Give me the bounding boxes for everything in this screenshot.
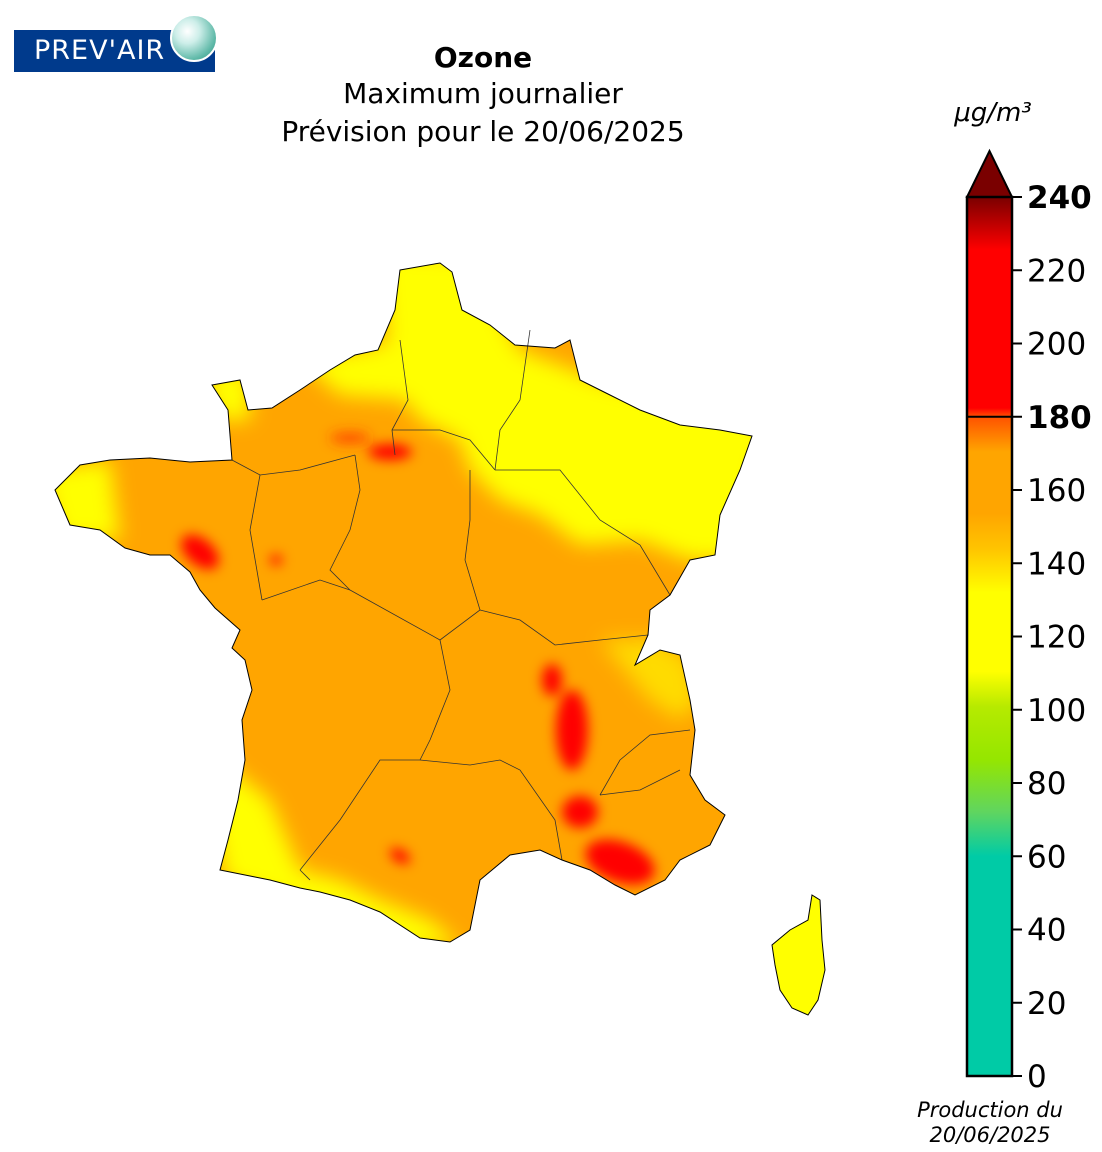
scale-tick-label: 80: [1027, 766, 1066, 802]
production-date: 20/06/2025: [929, 1123, 1051, 1147]
scale-tick-label: 20: [1027, 986, 1066, 1022]
scale-tick-label: 120: [1027, 620, 1086, 656]
production-label: Production du: [917, 1098, 1063, 1122]
scale-ticks: 0 20 40 60 80 100 120 140 160 180 200 220 240: [967, 180, 1092, 1095]
globe-icon: [170, 14, 218, 62]
corsica: [771, 894, 826, 1016]
scale-tick-label: 220: [1027, 253, 1086, 289]
prevair-logo: PREV'AIR: [14, 14, 218, 72]
map-subtitle: Maximum journalier: [343, 77, 623, 110]
map-title: Ozone: [433, 41, 533, 74]
scale-tick-label: 200: [1027, 327, 1086, 363]
unit-label: μg/m³: [954, 98, 1032, 128]
region-borders: [231, 329, 691, 881]
scale-tick-label: 140: [1027, 546, 1086, 582]
logo-text: PREV'AIR: [34, 35, 166, 66]
scale-tick-label: 160: [1027, 473, 1086, 509]
france-outline: [54, 262, 753, 943]
production-note: Production du 20/06/2025: [890, 1098, 1090, 1148]
color-scale-bar: [967, 197, 1012, 1076]
scale-tick-label: 100: [1027, 693, 1086, 729]
scale-tick-label: 0: [1027, 1059, 1047, 1095]
scale-tick-label: 180: [1027, 400, 1092, 436]
scale-tick-label: 40: [1027, 913, 1066, 949]
over-range-arrow: [965, 148, 1014, 198]
scale-tick-label: 60: [1027, 839, 1066, 875]
france-map: [54, 262, 826, 1016]
scale-tick-label: 240: [1027, 180, 1092, 216]
forecast-date: Prévision pour le 20/06/2025: [281, 115, 685, 148]
color-scale: 0 20 40 60 80 100 120 140 160 180 200 220 240: [965, 148, 1092, 1095]
